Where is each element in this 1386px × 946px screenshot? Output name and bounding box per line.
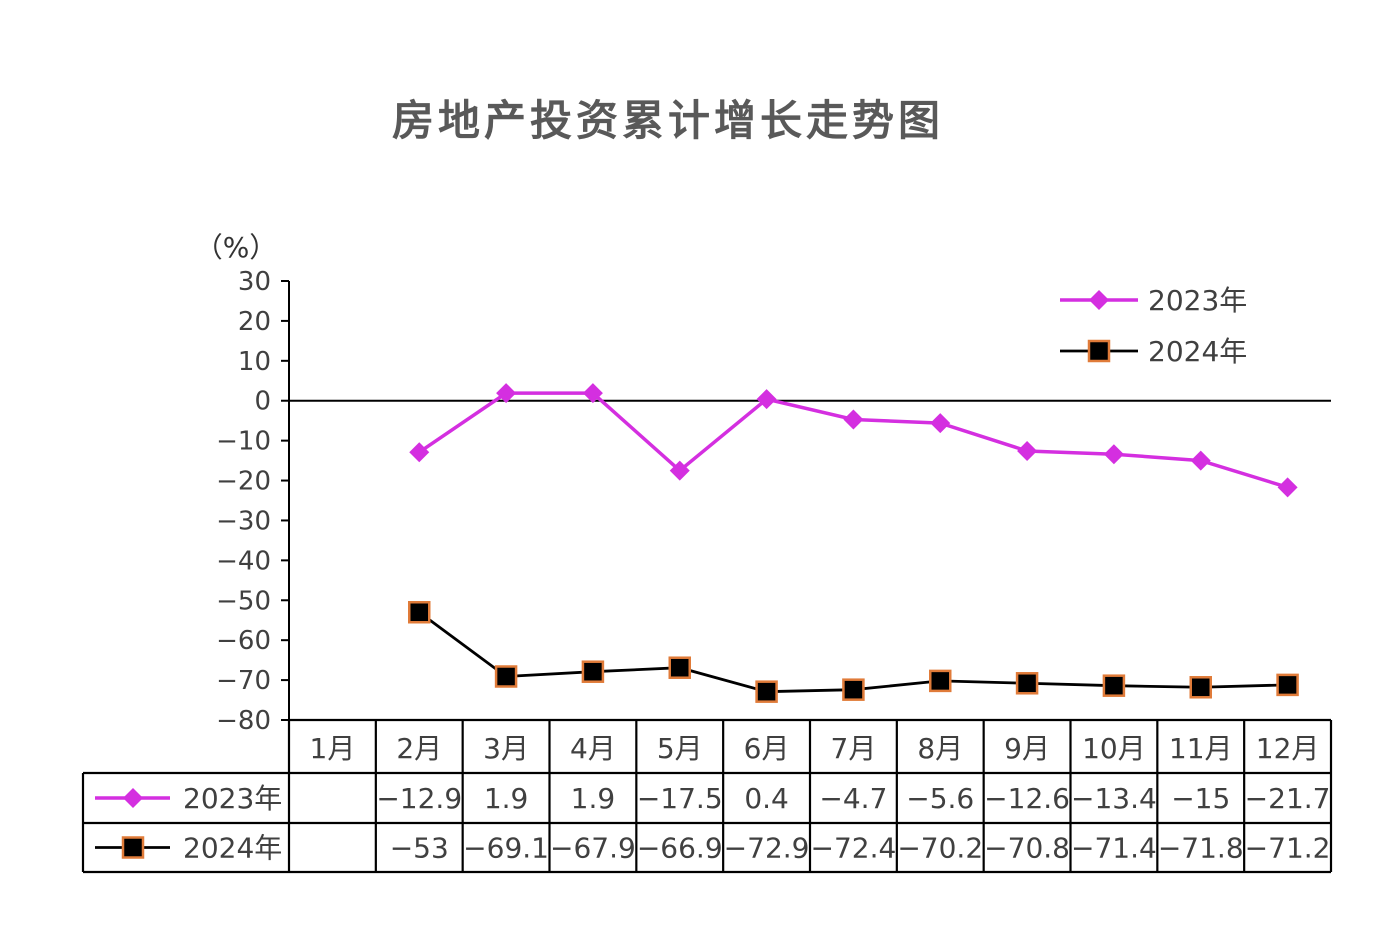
legend-label: 2023年 [1148,284,1247,317]
x-tick-label: 7月 [831,732,877,765]
table-row-name: 2023年 [183,782,282,815]
data-point [930,413,951,434]
data-point [668,656,691,679]
table-cell: −12.6 [984,782,1070,815]
series-2 [408,600,1299,703]
table-cell: −69.1 [463,832,549,865]
table-cell: −72.4 [811,832,897,865]
table-cell: 0.4 [744,782,789,815]
y-unit-label: （%） [195,231,278,264]
table-legend-marker [121,836,145,859]
table-cell: −70.2 [897,832,983,865]
y-tick-label: −70 [216,666,271,696]
table-cell: −71.8 [1158,832,1244,865]
axes: 30 20 10 0 −10 −20 −30 −40 −50 −60 −70 −80 [216,267,1331,736]
y-tick-label: 0 [254,387,271,417]
data-point [1017,441,1038,462]
chart-title: 房地产投资累计增长走势图 [392,96,944,145]
data-point [494,665,518,688]
data-point [408,600,431,624]
y-tick-label: −30 [216,506,271,536]
y-tick-label: −10 [216,427,271,457]
data-point [842,678,865,701]
table-row-name: 2024年 [183,832,282,865]
table-cell: −13.4 [1071,782,1157,815]
data-point [1276,673,1299,697]
x-tick-label: 4月 [570,732,616,765]
x-tick-label: 6月 [744,732,790,765]
y-tick-label: −50 [216,586,271,616]
table-cell: −21.7 [1245,782,1331,815]
table-cell: −53 [390,832,449,865]
legend-marker [1087,339,1111,363]
table-cell: −67.9 [550,832,636,865]
x-tick-label: 11月 [1169,732,1233,765]
table-cell: 1.9 [571,782,616,815]
table-cell: −15 [1171,782,1230,815]
x-tick-label: 9月 [1004,732,1050,765]
data-point [755,680,778,703]
table-cell: −70.8 [984,832,1070,865]
data-point [843,409,864,430]
x-tick-label: 12月 [1256,732,1320,765]
table-row-label: 2024年 [95,832,282,865]
data-point [1102,674,1126,697]
legend-label: 2024年 [1148,335,1247,368]
table-cell: −71.2 [1245,832,1331,865]
x-tick-label: 10月 [1082,732,1146,765]
x-tick-label: 1月 [310,732,356,765]
data-point [409,442,430,463]
y-tick-label: −60 [216,626,271,656]
table-cell: 1.9 [484,782,529,815]
legend-marker [1089,290,1109,310]
legend: 2023年 2024年 [1060,284,1247,368]
table-cell: −72.9 [724,832,810,865]
data-table: 1月 2月 3月 4月 5月 6月 7月 8月 9月 10月 11月 12月 2023年 −12.9 1.9… [81,718,1333,874]
y-tick-label: −40 [216,546,271,576]
y-tick-label: 30 [238,267,271,297]
data-point [756,389,777,410]
y-tick-label: −80 [216,706,271,736]
data-point [1277,477,1298,498]
series-line [418,391,1289,490]
series-1 [409,383,1298,498]
legend-entry: 2023年 [1060,284,1247,317]
data-point [1015,672,1039,695]
legend-entry: 2024年 [1060,335,1247,368]
data-point [582,383,603,404]
data-point [496,383,517,404]
data-point [929,669,952,693]
x-tick-label: 5月 [657,732,703,765]
y-tick-label: 20 [238,307,271,337]
x-tick-label: 2月 [396,732,442,765]
table-cell: −4.7 [819,782,887,815]
table-row-label: 2023年 [95,782,282,815]
table-cell: −5.6 [906,782,974,815]
x-tick-label: 8月 [917,732,963,765]
data-point [1190,450,1211,471]
data-point [669,460,690,481]
y-tick-label: −20 [216,467,271,497]
table-cell: −66.9 [637,832,723,865]
table-legend-marker [123,788,143,808]
series-layer [408,383,1299,703]
data-point [1189,676,1212,699]
y-tick-label: 10 [238,347,271,377]
table-cell: −71.4 [1071,832,1157,865]
data-point [1103,444,1124,465]
table-cell: −17.5 [637,782,723,815]
x-tick-label: 3月 [483,732,529,765]
data-point [581,660,605,683]
table-cell: −12.9 [376,782,462,815]
